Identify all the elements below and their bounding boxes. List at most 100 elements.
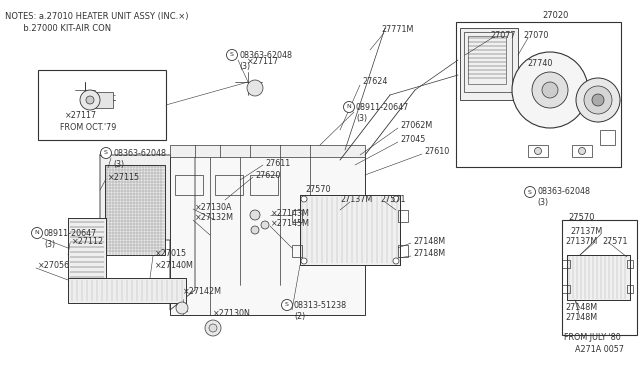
Bar	[68, 278, 186, 303]
Text: ×27143M: ×27143M	[271, 208, 310, 218]
Text: 08363-62048: 08363-62048	[537, 187, 590, 196]
Text: ×27056: ×27056	[38, 262, 70, 270]
Bar	[175, 175, 203, 195]
Circle shape	[251, 226, 259, 234]
Text: 27148M: 27148M	[565, 304, 597, 312]
Text: 27571: 27571	[602, 237, 627, 247]
Text: A271A 0057: A271A 0057	[575, 346, 624, 355]
Text: (3): (3)	[239, 61, 250, 71]
Text: (3): (3)	[113, 160, 124, 169]
Bar	[468, 36, 506, 84]
Bar	[95, 92, 113, 108]
Text: (3): (3)	[356, 113, 367, 122]
Text: S: S	[528, 189, 532, 195]
Text: ×27140M: ×27140M	[155, 260, 194, 269]
Text: (3): (3)	[44, 240, 55, 248]
Text: 27740: 27740	[527, 60, 552, 68]
Bar	[38, 70, 166, 140]
Text: 08363-62048: 08363-62048	[113, 148, 166, 157]
Circle shape	[227, 49, 237, 61]
Text: 27137M: 27137M	[565, 237, 597, 247]
Polygon shape	[100, 155, 195, 310]
Bar	[68, 278, 186, 303]
Text: b.27000 KIT-AIR CON: b.27000 KIT-AIR CON	[5, 24, 111, 33]
Bar	[68, 218, 106, 290]
Text: ×27145M: ×27145M	[271, 219, 310, 228]
Bar	[105, 165, 165, 255]
Text: FROM JULY '80: FROM JULY '80	[564, 333, 621, 341]
Circle shape	[532, 72, 568, 108]
Text: (2): (2)	[294, 311, 305, 321]
Text: ×27142M: ×27142M	[183, 286, 222, 295]
Bar	[215, 175, 243, 195]
Bar	[562, 285, 570, 293]
Bar	[528, 145, 548, 157]
Text: 27148M: 27148M	[413, 237, 445, 246]
Text: 27570: 27570	[305, 186, 330, 195]
Text: 27610: 27610	[424, 148, 449, 157]
Circle shape	[247, 80, 263, 96]
Text: 27620: 27620	[255, 170, 280, 180]
Bar	[292, 245, 302, 257]
Bar	[170, 145, 365, 157]
Text: 27570: 27570	[568, 212, 595, 221]
Circle shape	[301, 258, 307, 264]
Bar	[250, 175, 278, 195]
Circle shape	[205, 320, 221, 336]
Text: ×27117: ×27117	[65, 112, 97, 121]
Bar	[105, 165, 165, 255]
Circle shape	[512, 52, 588, 128]
Bar	[464, 32, 512, 92]
Bar	[398, 210, 408, 222]
Text: 27137M: 27137M	[340, 196, 372, 205]
Text: 27077: 27077	[490, 31, 515, 39]
Bar	[572, 145, 592, 157]
Bar	[460, 28, 518, 100]
Text: 27045: 27045	[400, 135, 426, 144]
Bar	[627, 285, 633, 293]
Circle shape	[209, 324, 217, 332]
Circle shape	[80, 90, 100, 110]
Circle shape	[301, 196, 307, 202]
Circle shape	[542, 82, 558, 98]
Bar	[562, 220, 637, 335]
Bar	[398, 245, 408, 257]
Text: N: N	[35, 231, 40, 235]
Text: 27062M: 27062M	[400, 122, 432, 131]
Text: S: S	[104, 151, 108, 155]
Text: 27571: 27571	[380, 196, 406, 205]
Text: 27771M: 27771M	[381, 26, 413, 35]
Text: 08911-20647: 08911-20647	[44, 228, 97, 237]
Circle shape	[31, 228, 42, 238]
Bar	[567, 255, 630, 300]
Text: FROM OCT.'79: FROM OCT.'79	[60, 122, 116, 131]
Circle shape	[282, 299, 292, 311]
Circle shape	[250, 210, 260, 220]
Bar	[627, 260, 633, 268]
Text: ×27130N: ×27130N	[213, 310, 251, 318]
Text: 27148M: 27148M	[565, 314, 597, 323]
Bar	[600, 130, 615, 145]
Text: 27624: 27624	[362, 77, 387, 87]
Circle shape	[393, 196, 399, 202]
Text: S: S	[230, 52, 234, 58]
Text: ×27015: ×27015	[155, 250, 187, 259]
Text: 08363-62048: 08363-62048	[239, 51, 292, 60]
Circle shape	[393, 258, 399, 264]
Text: ×27112: ×27112	[72, 237, 104, 246]
Circle shape	[592, 94, 604, 106]
Circle shape	[100, 148, 111, 158]
Circle shape	[525, 186, 536, 198]
Text: 27020: 27020	[543, 12, 569, 20]
Circle shape	[86, 96, 94, 104]
Text: ×27117: ×27117	[247, 58, 279, 67]
Text: 27148M: 27148M	[413, 250, 445, 259]
Circle shape	[534, 148, 541, 154]
Text: ×27132M: ×27132M	[195, 214, 234, 222]
Text: ×27115: ×27115	[108, 173, 140, 182]
Text: ×27130A: ×27130A	[195, 202, 232, 212]
Circle shape	[576, 78, 620, 122]
Text: S: S	[285, 302, 289, 308]
Text: 27137M: 27137M	[570, 227, 602, 235]
Bar	[292, 210, 302, 222]
